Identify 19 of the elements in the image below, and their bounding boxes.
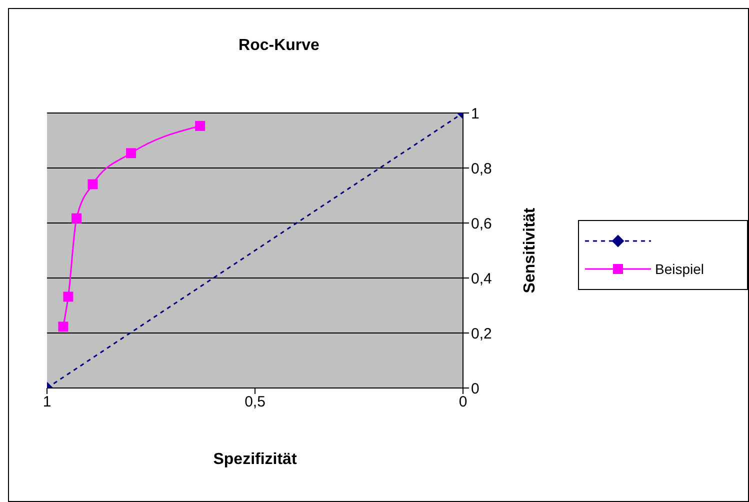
chart-title: Roc-Kurve	[238, 37, 320, 55]
point	[195, 120, 206, 131]
x-tick-label: 0,5	[244, 394, 266, 411]
point	[58, 322, 68, 332]
x-axis-title: Spezifizität	[213, 451, 298, 468]
y-tick-label: 0	[471, 380, 480, 398]
y-tick-label: 0,8	[471, 160, 492, 178]
point	[126, 148, 136, 158]
legend-label: Beispiel	[655, 261, 706, 277]
y-axis-title: Sensitivität	[522, 207, 539, 294]
y-tick-label: 0,4	[471, 270, 492, 288]
x-tick-label: 0	[458, 394, 468, 411]
point	[88, 179, 98, 190]
point	[63, 292, 74, 302]
point	[72, 213, 82, 224]
y-tick-label: 0,6	[471, 215, 492, 232]
y-tick-label: 1	[471, 105, 480, 122]
x-tick-label: 1	[42, 394, 52, 411]
y-tick-label: 0,2	[471, 325, 492, 342]
